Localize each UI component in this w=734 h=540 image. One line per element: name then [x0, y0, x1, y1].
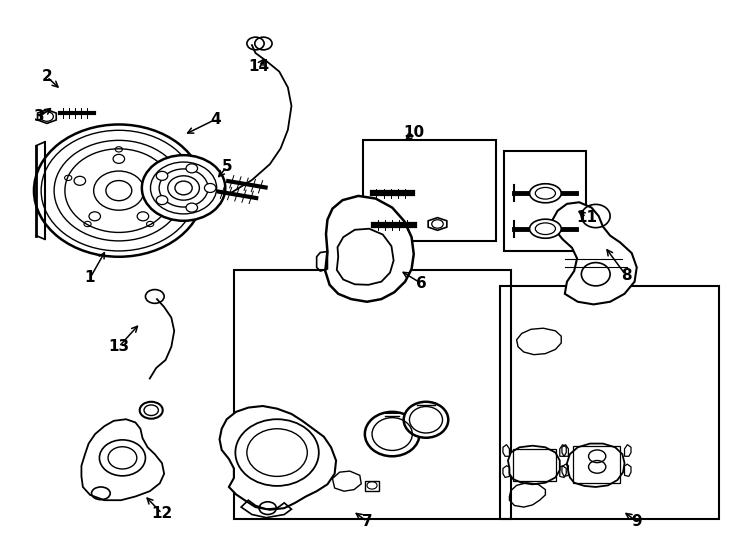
Polygon shape: [325, 196, 414, 302]
Text: 10: 10: [403, 125, 424, 140]
Ellipse shape: [186, 164, 197, 173]
Polygon shape: [553, 202, 636, 305]
Polygon shape: [508, 446, 560, 484]
Polygon shape: [567, 443, 625, 487]
Bar: [513, 449, 556, 481]
Bar: [573, 446, 620, 483]
Ellipse shape: [404, 402, 448, 438]
Text: 6: 6: [415, 276, 426, 291]
Polygon shape: [219, 406, 336, 510]
Text: 3: 3: [34, 109, 45, 124]
Text: 2: 2: [42, 69, 52, 84]
Text: 7: 7: [362, 514, 372, 529]
Ellipse shape: [156, 195, 168, 205]
Polygon shape: [428, 218, 447, 230]
Text: 12: 12: [151, 506, 172, 521]
Bar: [500, 286, 719, 519]
Ellipse shape: [365, 412, 420, 456]
Text: 9: 9: [631, 514, 642, 529]
Text: 11: 11: [576, 210, 597, 225]
Bar: [234, 270, 511, 519]
Polygon shape: [81, 419, 164, 500]
Text: 1: 1: [85, 271, 95, 286]
Text: 13: 13: [109, 339, 129, 354]
Ellipse shape: [142, 155, 225, 221]
Text: 4: 4: [211, 112, 221, 127]
Ellipse shape: [529, 219, 562, 238]
Ellipse shape: [205, 184, 216, 192]
Ellipse shape: [156, 171, 168, 180]
Text: 8: 8: [621, 268, 631, 283]
Bar: [363, 140, 496, 241]
Ellipse shape: [529, 184, 562, 203]
Ellipse shape: [186, 203, 197, 212]
Bar: [504, 151, 586, 252]
Text: 5: 5: [222, 159, 232, 174]
Text: 14: 14: [249, 59, 269, 74]
